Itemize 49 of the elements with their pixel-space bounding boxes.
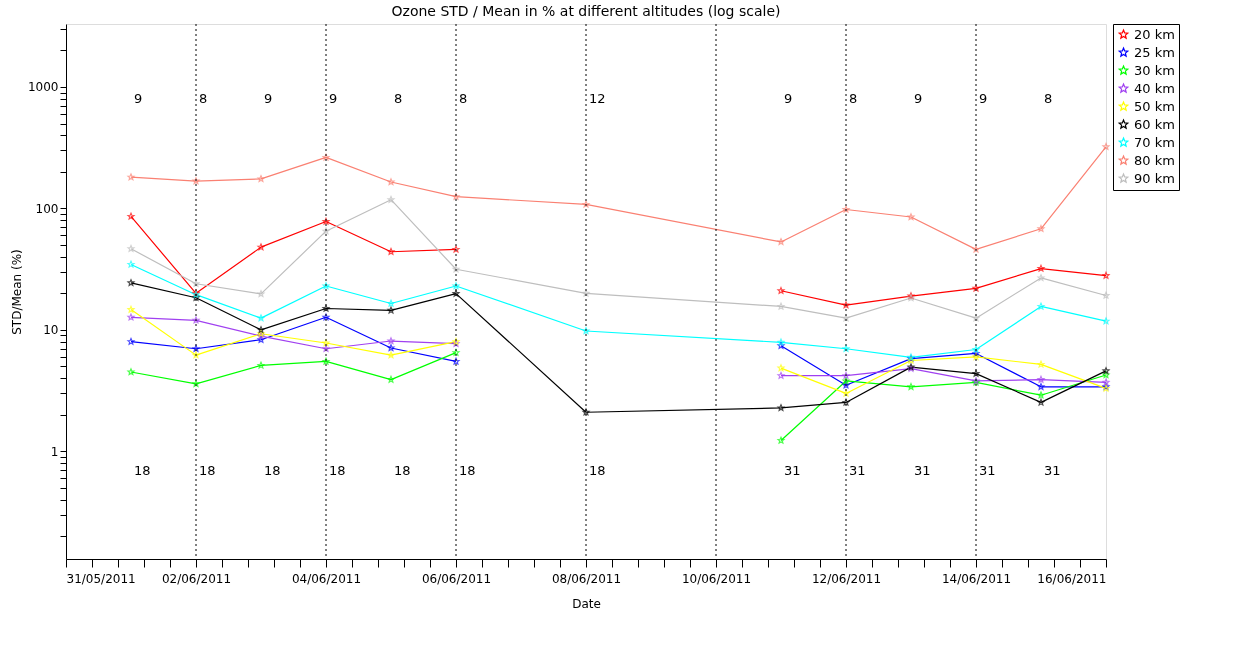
annotation: 9 <box>329 90 338 106</box>
annotation: 9 <box>914 90 923 106</box>
annotation: 9 <box>979 90 988 106</box>
x-tick-label: 10/06/2011 <box>681 571 752 586</box>
annotation: 8 <box>1044 90 1053 106</box>
y-tick-label: 100 <box>35 201 59 216</box>
x-tick-label: 31/05/2011 <box>66 571 136 586</box>
annotation: 31 <box>979 462 996 478</box>
annotation: 18 <box>394 462 411 478</box>
legend-label: 40 km <box>1134 80 1175 96</box>
annotation: 18 <box>199 462 216 478</box>
annotation: 18 <box>589 462 606 478</box>
annotation: 8 <box>394 90 403 106</box>
y-axis-title: STD/Mean (%) <box>9 249 24 335</box>
annotation: 12 <box>589 90 606 106</box>
annotation: 8 <box>849 90 858 106</box>
x-tick-label: 02/06/2011 <box>161 571 232 586</box>
legend-label: 70 km <box>1134 134 1175 150</box>
legend-label: 80 km <box>1134 152 1175 168</box>
chart-title: Ozone STD / Mean in % at different altitudes (log scale) <box>391 3 781 20</box>
y-tick-label: 1 <box>50 444 59 459</box>
x-tick-label: 04/06/2011 <box>291 571 362 586</box>
annotation: 18 <box>264 462 281 478</box>
annotation: 31 <box>849 462 866 478</box>
annotation: 31 <box>784 462 801 478</box>
annotation: 9 <box>134 90 143 106</box>
x-tick-label: 08/06/2011 <box>551 571 622 586</box>
y-tick-label: 1000 <box>27 80 59 95</box>
annotation: 18 <box>459 462 476 478</box>
legend-label: 25 km <box>1134 44 1175 60</box>
legend-label: 50 km <box>1134 98 1175 114</box>
annotation: 18 <box>329 462 346 478</box>
x-tick-label: 12/06/2011 <box>811 571 882 586</box>
x-tick-label: 14/06/2011 <box>941 571 1012 586</box>
annotation: 18 <box>134 462 151 478</box>
annotation: 31 <box>914 462 931 478</box>
x-tick-label: 16/06/2011 <box>1037 571 1107 586</box>
x-tick-label: 06/06/2011 <box>421 571 492 586</box>
legend-label: 20 km <box>1134 26 1175 42</box>
y-tick-label: 10 <box>43 323 59 338</box>
legend-label: 30 km <box>1134 62 1175 78</box>
annotation: 31 <box>1044 462 1061 478</box>
legend-label: 60 km <box>1134 116 1175 132</box>
annotation: 8 <box>459 90 468 106</box>
annotation: 8 <box>199 90 208 106</box>
annotation: 9 <box>264 90 273 106</box>
x-axis-title: Date <box>572 596 601 611</box>
legend-label: 90 km <box>1134 170 1175 186</box>
annotation: 9 <box>784 90 793 106</box>
